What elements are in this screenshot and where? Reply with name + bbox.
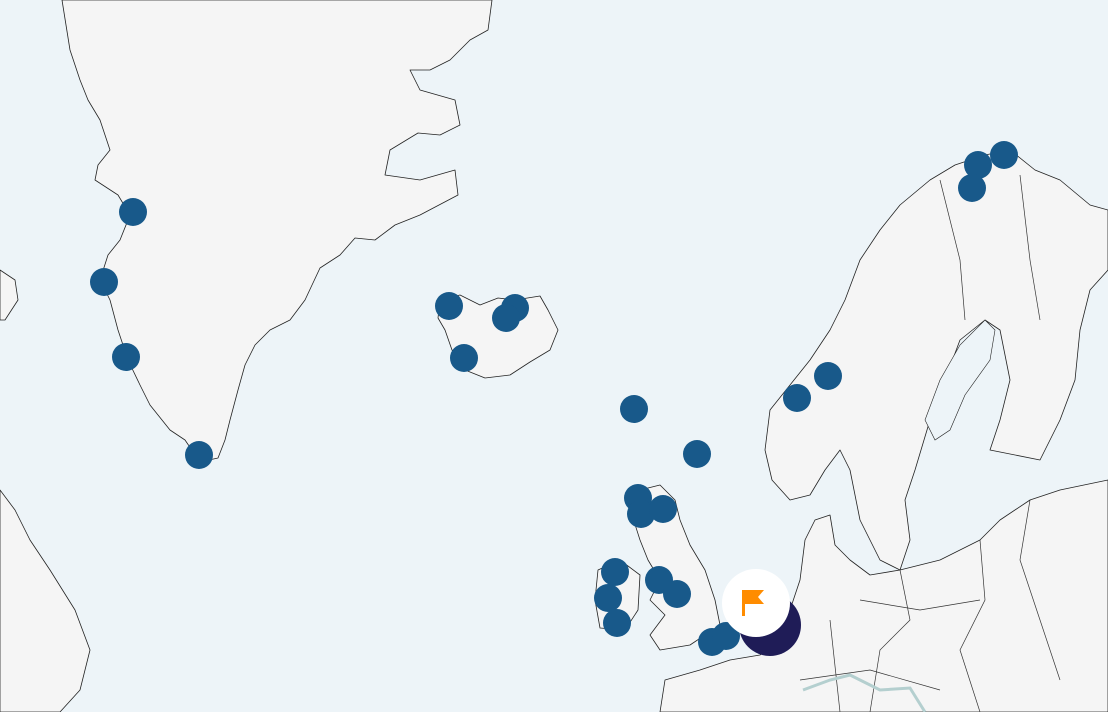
map-marker[interactable] (649, 495, 677, 523)
map-marker[interactable] (112, 343, 140, 371)
map-marker[interactable] (783, 384, 811, 412)
map-marker[interactable] (814, 362, 842, 390)
map-marker[interactable] (663, 580, 691, 608)
canada-north (0, 269, 19, 321)
map-marker[interactable] (492, 304, 520, 332)
map-marker[interactable] (601, 558, 629, 586)
map-marker[interactable] (450, 344, 478, 372)
map-marker[interactable] (683, 440, 711, 468)
gulf-of-bothnia (924, 319, 996, 441)
map-marker[interactable] (990, 141, 1018, 169)
map-marker[interactable] (435, 292, 463, 320)
map-marker[interactable] (627, 500, 655, 528)
flag-icon (742, 590, 764, 616)
map-marker[interactable] (620, 395, 648, 423)
great-britain (631, 484, 721, 651)
canada-south (0, 489, 91, 712)
danube-river (802, 673, 927, 712)
scandinavia (764, 149, 1108, 571)
selected-marker[interactable] (722, 569, 801, 656)
marker-layer (90, 141, 1018, 656)
map-marker[interactable] (119, 198, 147, 226)
map-marker[interactable] (964, 151, 992, 179)
map-marker[interactable] (603, 609, 631, 637)
map-marker[interactable] (90, 268, 118, 296)
map-marker[interactable] (185, 441, 213, 469)
map-marker[interactable] (712, 622, 740, 650)
map-marker[interactable] (958, 174, 986, 202)
greenland (61, 0, 493, 463)
country-borders (799, 174, 1061, 712)
map-marker[interactable] (594, 584, 622, 612)
